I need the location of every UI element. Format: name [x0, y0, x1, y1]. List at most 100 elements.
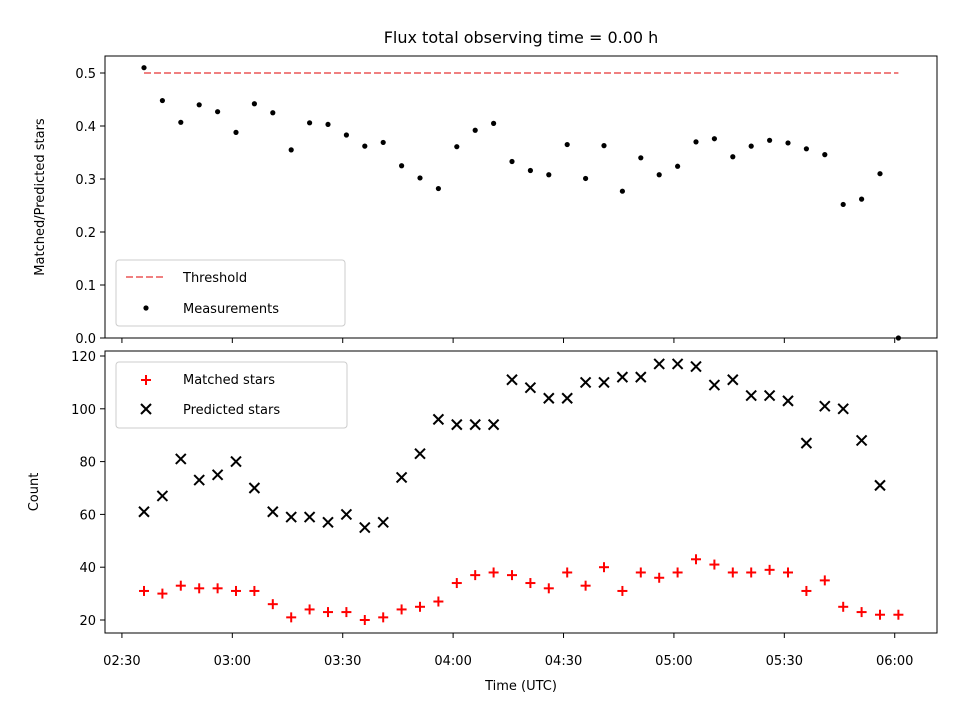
measurement-point	[343, 132, 349, 138]
measurement-point	[509, 158, 515, 165]
measurement-point	[803, 146, 810, 152]
matched-star-point	[617, 585, 628, 596]
matched-star-point	[672, 567, 683, 578]
predicted-star-point	[248, 482, 261, 494]
measurement-point	[619, 188, 626, 194]
measurement-point	[435, 185, 441, 192]
matched-star-point	[507, 570, 517, 581]
predicted-star-point	[322, 516, 334, 529]
matched-star-point	[359, 615, 370, 625]
matched-star-point	[415, 601, 425, 612]
measurement-point	[288, 147, 294, 153]
legend-box	[115, 259, 346, 327]
y-axis-label-count: Count	[27, 473, 42, 512]
x-axis-label: Time (UTC)	[484, 679, 557, 694]
predicted-star-point	[469, 418, 481, 431]
measurement-point	[215, 109, 221, 115]
y-tick-label: 0.5	[75, 67, 96, 82]
predicted-star-point	[855, 434, 868, 447]
predicted-star-point	[800, 437, 813, 449]
x-tick-label: 02:30	[103, 654, 140, 669]
predicted-star-point	[303, 511, 316, 523]
y-tick-label: 0.4	[75, 120, 96, 135]
count-axes-frame	[104, 350, 938, 634]
matched-star-point	[525, 578, 536, 589]
measurement-point	[251, 101, 257, 107]
predicted-star-point	[377, 516, 389, 529]
measurement-point	[307, 120, 313, 126]
y-tick-label: 0.3	[75, 173, 96, 188]
matched-star-point	[157, 588, 168, 599]
matched-star-point	[286, 612, 297, 623]
matched-star-point	[451, 578, 462, 589]
measurement-point	[270, 110, 276, 116]
predicted-star-point	[175, 453, 187, 465]
predicted-star-point	[285, 511, 297, 523]
matched-star-point	[783, 567, 793, 578]
measurement-point	[491, 120, 497, 126]
y-tick-label: 0.1	[75, 279, 96, 294]
measurement-point	[325, 121, 331, 128]
predicted-star-point	[451, 418, 463, 431]
chart-title: Flux total observing time = 0.00 h	[384, 28, 659, 47]
predicted-star-point	[156, 490, 169, 502]
matched-star-point	[396, 604, 407, 615]
predicted-star-point	[543, 392, 555, 404]
count-marks	[138, 358, 904, 625]
legend-ratio: Threshold Measurements	[115, 259, 346, 327]
measurement-point	[196, 102, 202, 108]
predicted-star-point	[487, 418, 500, 431]
measurement-point	[638, 155, 644, 161]
measurement-point	[785, 140, 791, 146]
count-panel: Count Time (UTC) 20 40 60 80 100 120 02:30 03:…	[27, 350, 938, 694]
matched-star-point	[267, 599, 278, 610]
measurement-point	[417, 175, 423, 181]
measurement-point	[711, 136, 718, 142]
measurement-point	[141, 65, 147, 71]
y-tick-label: 40	[79, 561, 96, 576]
x-tick-label: 06:00	[876, 654, 913, 669]
y-axis-label-ratio: Matched/Predicted stars	[33, 118, 48, 276]
predicted-star-point	[819, 400, 831, 412]
predicted-star-point	[561, 392, 573, 404]
x-tick-label: 05:30	[766, 654, 803, 669]
predicted-star-point	[211, 469, 224, 481]
predicted-star-point	[708, 379, 721, 391]
matched-star-point	[599, 562, 609, 573]
legend-box	[115, 361, 348, 429]
matched-star-point	[838, 601, 849, 612]
matched-star-point	[746, 567, 757, 578]
y-tick-label: 0.2	[75, 226, 96, 241]
predicted-star-point	[690, 360, 702, 373]
matched-star-point	[488, 567, 499, 578]
matched-star-point	[212, 583, 223, 594]
measurement-point	[730, 154, 736, 160]
legend-measurements-swatch	[143, 305, 149, 311]
y-tick-label: 20	[79, 614, 96, 629]
matched-star-point	[194, 583, 205, 594]
measurement-point	[822, 152, 828, 158]
legend-predicted-label: Predicted stars	[183, 403, 280, 418]
matched-star-point	[304, 604, 315, 615]
matched-star-point	[875, 609, 885, 620]
measurement-point	[527, 167, 534, 174]
y-tick-label: 80	[79, 456, 96, 471]
ratio-panel: Flux total observing time = 0.00 h Match…	[33, 28, 938, 347]
matched-star-point	[801, 585, 812, 596]
predicted-star-point	[635, 371, 647, 383]
matched-star-point	[543, 583, 554, 594]
measurement-point	[583, 175, 589, 182]
legend-count: Matched stars Predicted stars	[115, 361, 348, 429]
legend-threshold-label: Threshold	[182, 271, 247, 286]
measurement-point	[564, 141, 570, 148]
matched-star-point	[635, 567, 646, 578]
ratio-marks	[141, 65, 902, 341]
x-ticks-ratio	[121, 338, 896, 343]
matched-star-point	[139, 585, 149, 596]
predicted-star-point	[340, 508, 353, 521]
measurement-point	[693, 139, 699, 145]
matched-star-point	[709, 559, 720, 570]
matched-star-point	[691, 554, 701, 565]
x-tick-label: 05:00	[655, 654, 692, 669]
predicted-star-point	[763, 389, 776, 402]
